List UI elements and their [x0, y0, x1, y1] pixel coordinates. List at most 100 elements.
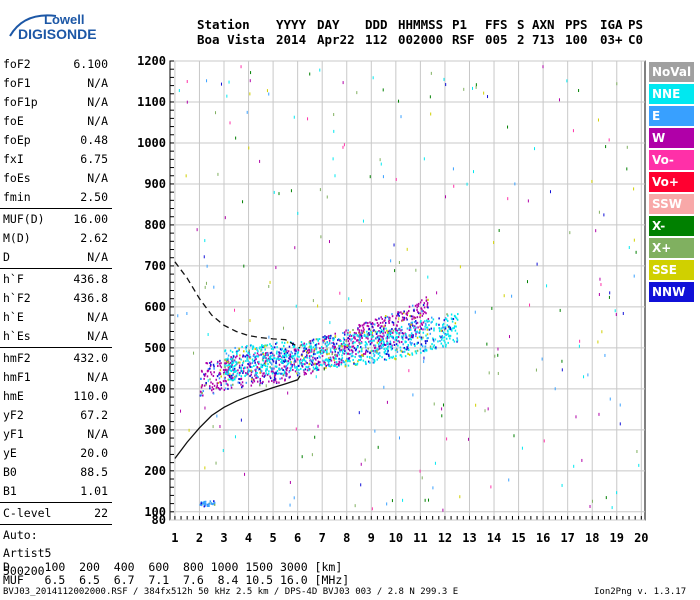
echo-mark	[273, 346, 276, 349]
echo-mark	[267, 363, 269, 366]
echo-mark	[303, 347, 305, 350]
echo-mark	[422, 321, 425, 324]
echo-mark	[389, 332, 392, 335]
echo-mark	[377, 353, 380, 356]
echo-mark	[306, 362, 308, 365]
echo-mark	[398, 314, 400, 317]
echo-mark	[411, 321, 413, 324]
echo-mark	[419, 301, 422, 304]
noise-mark	[186, 312, 188, 316]
echo-mark	[374, 330, 377, 333]
echo-mark	[422, 312, 425, 315]
noise-mark	[297, 211, 299, 215]
echo-mark	[309, 342, 312, 345]
noise-mark	[295, 304, 297, 308]
x-tick-label: 18	[585, 531, 599, 545]
echo-mark	[341, 357, 344, 360]
header-value: 2014	[276, 32, 307, 47]
noise-mark	[216, 414, 218, 418]
echo-mark	[285, 374, 288, 377]
echo-mark	[296, 366, 298, 369]
echo-mark	[297, 371, 299, 374]
param-value: 67.2	[80, 408, 108, 422]
noise-mark	[484, 409, 486, 413]
echo-mark	[273, 379, 275, 382]
echo-mark	[313, 350, 315, 353]
echo-mark	[224, 387, 227, 390]
echo-mark	[306, 354, 308, 357]
echo-mark	[365, 336, 368, 339]
echo-mark	[209, 378, 211, 381]
echo-mark	[362, 354, 365, 357]
noise-mark	[382, 175, 384, 179]
echo-mark	[410, 343, 413, 346]
echo-mark	[315, 338, 318, 341]
echo-mark	[261, 364, 264, 367]
echo-mark	[441, 334, 443, 337]
echo-mark	[415, 335, 417, 338]
echo-mark	[371, 341, 373, 344]
echo-mark	[303, 357, 305, 360]
echo-mark	[241, 364, 244, 367]
echo-mark	[352, 355, 354, 358]
echo-mark	[229, 373, 231, 376]
echo-mark	[398, 311, 400, 314]
echo-mark	[324, 343, 327, 346]
echo-mark	[256, 366, 259, 369]
noise-mark	[206, 79, 208, 83]
echo-mark	[377, 335, 379, 338]
legend-item: SSE	[649, 260, 694, 280]
echo-mark	[204, 372, 207, 375]
param-row: foF1 N/A	[0, 74, 112, 93]
echo-mark	[213, 367, 215, 370]
logo-line2: DIGISONDE	[18, 26, 97, 42]
echo-mark	[402, 343, 404, 346]
echo-mark	[326, 345, 328, 348]
echo-mark	[247, 359, 249, 362]
echo-mark	[240, 375, 243, 378]
echo-mark	[230, 356, 232, 359]
noise-mark	[463, 87, 465, 91]
echo-mark	[269, 355, 272, 358]
echo-mark	[323, 338, 326, 341]
echo-mark	[449, 337, 451, 340]
echo-mark	[309, 346, 311, 349]
echo-mark	[446, 329, 449, 332]
noise-mark	[402, 498, 404, 502]
echo-mark	[419, 325, 421, 328]
echo-mark	[310, 372, 312, 375]
echo-mark	[318, 364, 320, 367]
echo-mark	[382, 328, 385, 331]
legend-item: X-	[649, 216, 694, 236]
echo-mark	[394, 329, 397, 332]
echo-mark	[208, 504, 210, 507]
echo-mark	[392, 321, 395, 324]
x-tick-label: 12	[438, 531, 452, 545]
echo-mark	[391, 344, 393, 347]
echo-mark	[368, 327, 371, 330]
param-value: 436.8	[73, 291, 108, 305]
echo-mark	[232, 373, 234, 376]
header-value: Apr22	[317, 32, 355, 47]
echo-mark	[340, 343, 343, 346]
echo-mark	[270, 370, 273, 373]
echo-mark	[207, 367, 210, 370]
echo-mark	[258, 347, 261, 350]
echo-mark	[401, 312, 404, 315]
echo-mark	[212, 363, 215, 366]
echo-mark	[240, 370, 243, 373]
echo-mark	[445, 333, 448, 336]
echo-mark	[326, 351, 328, 354]
echo-mark	[349, 331, 351, 334]
echo-mark	[330, 359, 333, 362]
echo-mark	[220, 384, 222, 387]
echo-mark	[449, 334, 452, 337]
echo-mark	[334, 349, 336, 352]
echo-mark	[225, 362, 228, 365]
echo-mark	[379, 354, 381, 357]
echo-mark	[372, 352, 375, 355]
echo-mark	[333, 361, 336, 364]
param-value: 6.75	[80, 152, 108, 166]
echo-mark	[443, 339, 445, 342]
echo-mark	[230, 378, 232, 381]
